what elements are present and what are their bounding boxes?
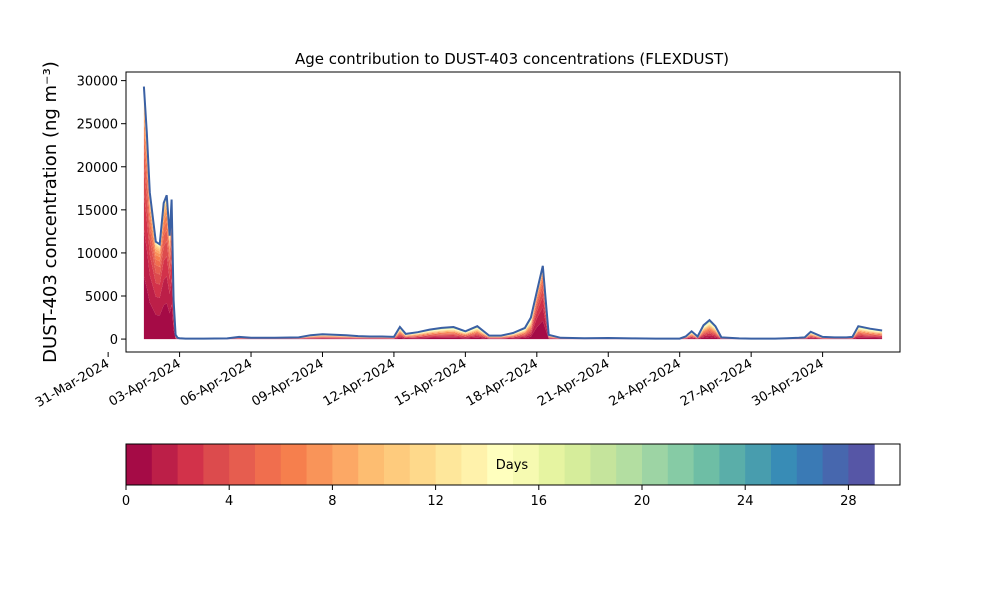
age-band-17-18-days bbox=[143, 88, 883, 339]
y-tick-label: 10000 bbox=[77, 247, 118, 262]
colorbar-swatch bbox=[513, 444, 540, 485]
y-tick-label: 30000 bbox=[77, 75, 118, 90]
total-concentration-line bbox=[142, 86, 883, 340]
age-band-7-8-days bbox=[143, 112, 883, 339]
y-tick-label: 20000 bbox=[77, 161, 118, 176]
colorbar-ticks: 0 4 8 12 16 20 24 28 bbox=[122, 485, 857, 509]
colorbar-swatch bbox=[693, 444, 720, 485]
colorbar-swatch bbox=[384, 444, 411, 485]
age-band-4-5-days bbox=[143, 147, 883, 339]
age-band-25-26-days bbox=[143, 86, 883, 339]
age-band-13-14-days bbox=[143, 91, 883, 339]
x-tick-label: 31-Mar-2024 bbox=[33, 356, 112, 410]
colorbar-swatch bbox=[229, 444, 256, 485]
colorbar-swatch bbox=[642, 444, 669, 485]
plot-area bbox=[125, 71, 901, 353]
colorbar-swatch bbox=[177, 444, 204, 485]
age-band-22-23-days bbox=[143, 86, 883, 339]
age-band-5-6-days bbox=[143, 132, 883, 339]
x-tick-label: 24-Apr-2024 bbox=[607, 356, 684, 409]
age-band-27-28-days bbox=[143, 86, 883, 339]
colorbar-frame bbox=[125, 443, 901, 486]
colorbar-tick-label: 0 bbox=[122, 494, 130, 509]
colorbar-swatch bbox=[719, 444, 746, 485]
colorbar-swatch bbox=[745, 444, 772, 485]
age-band-2-3-days bbox=[143, 193, 883, 339]
colorbar-tick-label: 16 bbox=[531, 494, 548, 509]
colorbar-swatch bbox=[616, 444, 643, 485]
x-tick-label: 12-Apr-2024 bbox=[321, 356, 398, 409]
x-tick-label: 06-Apr-2024 bbox=[178, 356, 255, 409]
age-band-19-20-days bbox=[143, 87, 883, 339]
y-axis: 0 5000 10000 15000 20000 25000 30000 bbox=[77, 75, 126, 348]
colorbar-swatch bbox=[667, 444, 695, 485]
age-band-23-24-days bbox=[143, 86, 883, 339]
colorbar-swatch bbox=[771, 444, 798, 485]
colorbar: Days 0 4 8 12 16 20 24 28 bbox=[122, 443, 901, 509]
age-band-8-9-days bbox=[143, 105, 883, 339]
age-band-16-17-days bbox=[143, 88, 883, 339]
colorbar-swatch bbox=[435, 444, 462, 485]
colorbar-tick-label: 20 bbox=[634, 494, 651, 509]
colorbar-tick-label: 8 bbox=[328, 494, 336, 509]
age-band-10-11-days bbox=[143, 97, 883, 339]
colorbar-tick-label: 12 bbox=[427, 494, 444, 509]
age-band-15-16-days bbox=[143, 89, 883, 339]
age-band-12-13-days bbox=[143, 92, 883, 339]
age-band-26-27-days bbox=[143, 86, 883, 339]
age-band-0-1-days bbox=[143, 276, 883, 340]
x-tick-label: 27-Apr-2024 bbox=[678, 356, 755, 409]
colorbar-label: Days bbox=[496, 458, 529, 473]
x-tick-label: 18-Apr-2024 bbox=[464, 356, 541, 409]
colorbar-swatch bbox=[409, 444, 437, 485]
colorbar-swatch bbox=[848, 444, 875, 485]
x-axis: 31-Mar-202403-Apr-202406-Apr-202409-Apr-… bbox=[33, 352, 827, 411]
plot-frame bbox=[125, 71, 901, 353]
colorbar-swatch bbox=[126, 444, 153, 485]
y-tick-label: 25000 bbox=[77, 118, 118, 133]
colorbar-swatch bbox=[538, 444, 566, 485]
age-band-11-12-days bbox=[143, 94, 883, 339]
x-tick-label: 03-Apr-2024 bbox=[106, 356, 183, 409]
age-band-21-22-days bbox=[143, 87, 883, 339]
colorbar-swatch bbox=[151, 444, 179, 485]
age-band-20-21-days bbox=[143, 87, 883, 339]
colorbar-tick-label: 24 bbox=[737, 494, 754, 509]
age-band-14-15-days bbox=[143, 90, 883, 339]
colorbar-swatch bbox=[203, 444, 230, 485]
colorbar-swatch bbox=[590, 444, 617, 485]
age-band-24-25-days bbox=[143, 86, 883, 339]
age-band-6-7-days bbox=[143, 120, 883, 339]
colorbar-swatch bbox=[306, 444, 333, 485]
colorbar-swatch bbox=[332, 444, 359, 485]
colorbar-swatch bbox=[822, 444, 849, 485]
colorbar-swatch bbox=[796, 444, 824, 485]
colorbar-tick-label: 4 bbox=[225, 494, 233, 509]
x-tick-label: 21-Apr-2024 bbox=[535, 356, 612, 409]
colorbar-swatch bbox=[280, 444, 308, 485]
age-band-9-10-days bbox=[143, 101, 883, 339]
y-tick-label: 5000 bbox=[85, 290, 118, 305]
y-tick-label: 15000 bbox=[77, 204, 118, 219]
colorbar-tick-label: 28 bbox=[840, 494, 857, 509]
colorbar-swatch bbox=[255, 444, 282, 485]
age-band-18-19-days bbox=[143, 87, 883, 339]
age-band-28-29-days bbox=[143, 86, 883, 339]
age-band-1-2-days bbox=[143, 229, 883, 339]
colorbar-swatch bbox=[358, 444, 385, 485]
colorbar-swatch bbox=[461, 444, 488, 485]
y-tick-label: 0 bbox=[110, 333, 118, 348]
x-tick-label: 30-Apr-2024 bbox=[749, 356, 826, 409]
colorbar-swatch bbox=[564, 444, 591, 485]
colorbar-swatch bbox=[487, 444, 514, 485]
age-band-3-4-days bbox=[143, 167, 883, 339]
x-tick-label: 09-Apr-2024 bbox=[249, 356, 326, 409]
age-area-stack bbox=[143, 86, 883, 340]
y-axis-label: DUST-403 concentration (ng m⁻³) bbox=[40, 61, 61, 363]
x-tick-label: 15-Apr-2024 bbox=[392, 356, 469, 409]
chart-title: Age contribution to DUST-403 concentrati… bbox=[295, 50, 729, 68]
colorbar-segments bbox=[126, 444, 875, 485]
